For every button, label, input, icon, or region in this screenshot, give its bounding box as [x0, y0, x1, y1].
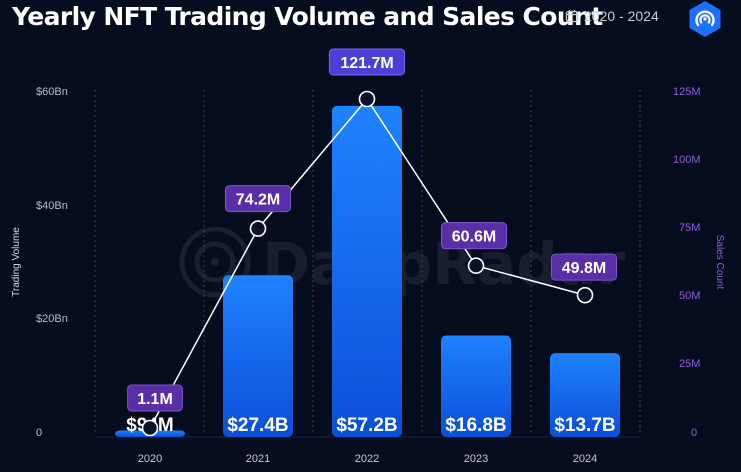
sales-point — [576, 286, 594, 304]
sales-value-label: 121.7M — [340, 55, 393, 72]
sales-point — [249, 220, 267, 237]
volume-bar — [332, 105, 402, 437]
sales-value-label: 49.8M — [562, 260, 606, 277]
x-tick-label: 2023 — [464, 453, 488, 465]
volume-bar — [223, 275, 293, 437]
y-left-tick: $20Bn — [36, 313, 68, 325]
sales-label-box — [328, 48, 406, 76]
volume-value-label: $16.8B — [445, 415, 506, 436]
sales-value-label: 74.2M — [236, 192, 280, 209]
y-right-tick: 0 — [691, 427, 697, 439]
sales-label-box — [127, 384, 183, 412]
y-right-tick: 75M — [679, 222, 700, 234]
sales-label-box — [225, 185, 291, 213]
watermark-icon — [179, 226, 251, 298]
y-right-tick: 125M — [673, 86, 701, 98]
y-right-tick: 25M — [679, 358, 700, 370]
date-range-label: 2020 - 2024 — [584, 8, 659, 24]
dappradar-logo-icon — [689, 1, 721, 37]
x-tick-label: 2024 — [573, 453, 597, 465]
y-right-tick: 50M — [679, 290, 700, 302]
y-left-tick: $60Bn — [36, 86, 68, 98]
sales-point — [467, 257, 485, 274]
volume-value-label: $57.2B — [336, 415, 397, 436]
x-tick-label: 2020 — [138, 453, 162, 465]
sales-label-box — [441, 222, 507, 250]
sales-value-label: 60.6M — [452, 229, 496, 246]
x-tick-label: 2022 — [355, 453, 379, 465]
volume-value-label: $27.4B — [227, 415, 288, 436]
volume-bar — [550, 353, 620, 437]
y-right-axis-title: Sales Count — [714, 235, 725, 290]
sales-labels: 1.1M 74.2M 121.7M 60.6M 49.8M — [127, 48, 617, 412]
sales-value-label: 1.1M — [137, 391, 173, 408]
sales-point — [358, 90, 376, 108]
volume-bar — [441, 335, 511, 437]
chart-title: Yearly NFT Trading Volume and Sales Coun… — [12, 2, 603, 31]
y-left-tick: $40Bn — [36, 200, 68, 212]
calendar-icon — [565, 10, 579, 23]
volume-value-label: $13.7B — [554, 415, 615, 436]
sales-label-box — [551, 253, 617, 281]
date-range[interactable]: 2020 - 2024 — [565, 8, 659, 24]
sales-point — [141, 419, 159, 437]
volume-labels: $94M$27.4B$57.2B$16.8B$13.7B — [126, 415, 615, 436]
sales-points — [141, 90, 594, 437]
volume-bars — [115, 105, 620, 437]
y-right-tick: 100M — [673, 154, 701, 166]
y-left-axis-title: Trading Volume — [11, 227, 22, 297]
y-left-tick: 0 — [36, 427, 42, 439]
x-tick-label: 2021 — [246, 453, 270, 465]
